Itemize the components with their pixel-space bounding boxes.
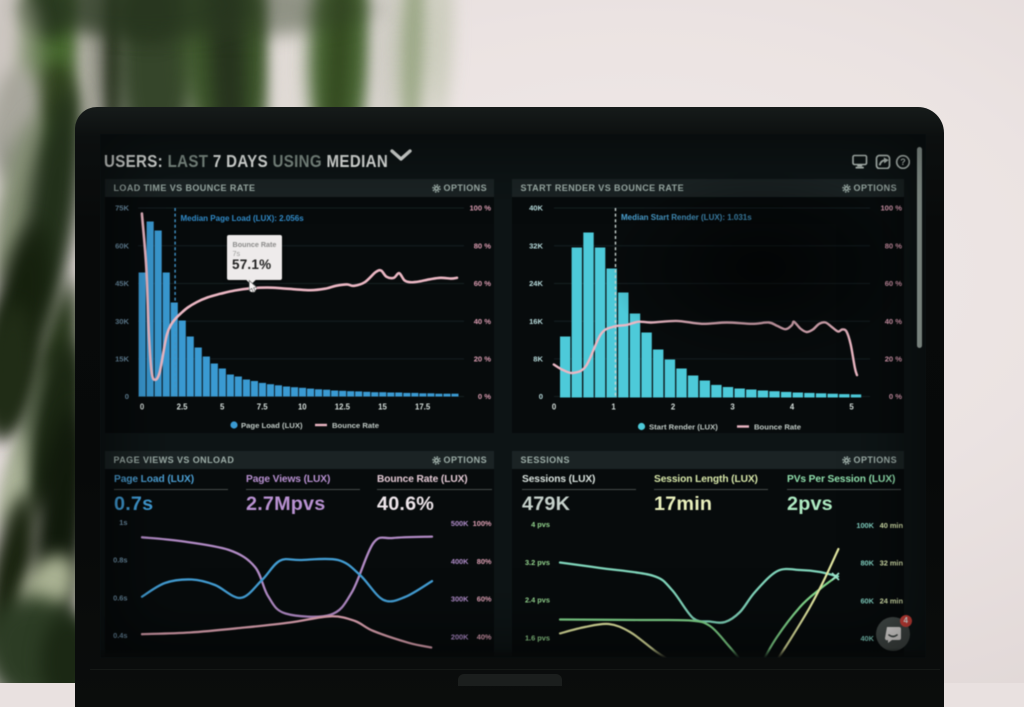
svg-text:20 %: 20 % — [474, 354, 492, 363]
svg-text:100%: 100% — [473, 519, 492, 528]
svg-text:40K: 40K — [860, 634, 874, 643]
svg-text:75K: 75K — [115, 203, 129, 212]
svg-text:45K: 45K — [115, 279, 129, 288]
svg-text:0.6s: 0.6s — [113, 593, 127, 602]
svg-text:12.5: 12.5 — [335, 402, 351, 411]
svg-text:0 %: 0 % — [478, 392, 491, 401]
svg-text:60%: 60% — [477, 595, 492, 604]
svg-text:0: 0 — [125, 392, 129, 401]
svg-text:40 min: 40 min — [880, 521, 904, 530]
svg-text:Bounce Rate: Bounce Rate — [332, 421, 380, 430]
svg-text:100K: 100K — [856, 521, 874, 530]
svg-text:60K: 60K — [115, 241, 129, 250]
svg-text:30K: 30K — [115, 316, 129, 325]
svg-text:Start Render (LUX): Start Render (LUX) — [649, 422, 718, 431]
svg-text:60 %: 60 % — [474, 279, 492, 288]
svg-text:400K: 400K — [451, 557, 469, 566]
svg-text:Median Page Load (LUX): 2.056s: Median Page Load (LUX): 2.056s — [181, 214, 305, 223]
svg-text:1s: 1s — [119, 518, 127, 527]
svg-text:100 %: 100 % — [469, 203, 491, 212]
svg-text:40%: 40% — [477, 632, 492, 641]
svg-text:0.4s: 0.4s — [113, 631, 127, 640]
svg-text:60K: 60K — [860, 596, 874, 605]
svg-text:5: 5 — [220, 402, 225, 411]
svg-text:7.5: 7.5 — [257, 402, 269, 411]
svg-text:15K: 15K — [115, 354, 129, 363]
svg-text:24 min: 24 min — [880, 596, 904, 605]
svg-text:80%: 80% — [477, 557, 492, 566]
svg-text:0: 0 — [140, 402, 145, 411]
svg-text:300K: 300K — [451, 595, 469, 604]
svg-text:2.4 pvs: 2.4 pvs — [525, 596, 550, 605]
svg-text:Bounce Rate: Bounce Rate — [754, 422, 802, 431]
svg-text:4 pvs: 4 pvs — [531, 520, 550, 529]
svg-text:17.5: 17.5 — [415, 402, 431, 411]
svg-text:Page Load (LUX): Page Load (LUX) — [241, 421, 303, 430]
svg-text:0.8s: 0.8s — [113, 556, 127, 565]
svg-text:3.2 pvs: 3.2 pvs — [525, 558, 550, 567]
svg-text:80K: 80K — [860, 559, 874, 568]
svg-text:15: 15 — [378, 402, 387, 411]
svg-text:2.5: 2.5 — [177, 402, 189, 411]
svg-text:500K: 500K — [451, 519, 469, 528]
svg-text:40 %: 40 % — [474, 316, 492, 325]
svg-text:10: 10 — [298, 402, 307, 411]
svg-text:200K: 200K — [451, 632, 469, 641]
svg-text:1.6 pvs: 1.6 pvs — [525, 633, 550, 642]
svg-text:80 %: 80 % — [474, 241, 492, 250]
svg-text:32 min: 32 min — [880, 559, 904, 568]
